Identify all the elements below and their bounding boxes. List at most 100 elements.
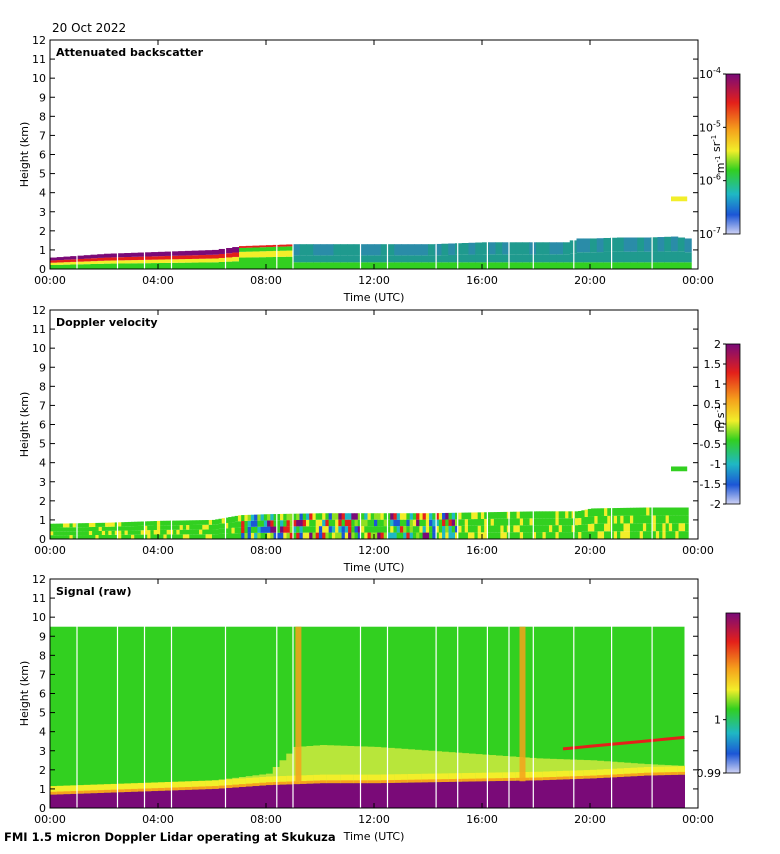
velocity-cell [134,521,138,527]
velocity-cell [75,527,80,532]
velocity-cell [613,508,618,516]
velocity-cell [581,510,585,518]
backscatter-cell [441,243,449,256]
backscatter-cell [488,262,496,269]
backscatter-cell [360,262,368,269]
backscatter-cell [97,257,105,261]
backscatter-cell [63,256,71,260]
velocity-cell [195,524,200,530]
velocity-cell [231,522,236,528]
backscatter-cell [110,257,118,261]
velocity-cell [536,525,540,533]
backscatter-cell [448,243,456,255]
velocity-cell [309,526,313,533]
velocity-cell [386,532,391,539]
velocity-cell [124,534,129,539]
velocity-cell [254,520,258,527]
velocity-cell [480,525,485,533]
velocity-cell [241,527,245,534]
signal-band [117,783,125,793]
velocity-cell [59,523,64,528]
velocity-cell [652,531,657,539]
velocity-cell [448,519,453,526]
velocity-cell [678,515,683,524]
backscatter-cell [205,254,213,259]
signal-band [495,772,503,782]
signal-band [218,785,226,789]
velocity-cell [312,526,317,533]
velocity-cell [118,534,122,539]
velocity-cell [62,527,67,532]
velocity-cell [458,519,462,526]
velocity-cell [675,507,679,516]
velocity-cell [186,534,190,539]
backscatter-cell [299,262,307,269]
signal-band [502,772,510,781]
strong-signal [353,783,361,808]
strong-signal [482,781,490,808]
velocity-cell [383,519,388,527]
velocity-cell [228,522,232,529]
signal-band [380,747,388,784]
backscatter-cell [191,262,199,269]
velocity-cell [396,532,401,539]
colorbar-tick-label: 0 [714,418,721,431]
velocity-cell [88,531,93,536]
signal-band [428,779,436,783]
strong-signal [158,790,166,808]
y-tick-label: 11 [32,592,46,605]
strong-signal [671,774,679,808]
velocity-cell [318,513,323,520]
velocity-cell [50,535,54,539]
velocity-cell [484,512,488,519]
velocity-cell [231,527,236,534]
signal-band [637,773,645,776]
backscatter-cell [137,263,145,269]
signal-band [448,773,456,782]
velocity-cell [131,534,135,539]
velocity-cell [617,523,621,532]
backscatter-cell [306,255,314,263]
velocity-cell [331,532,336,539]
velocity-cell [143,530,148,535]
velocity-cell [519,532,524,539]
velocity-cell [241,521,245,528]
velocity-cell [66,523,70,528]
velocity-cell [403,519,407,527]
velocity-cell [626,507,631,516]
velocity-cell [493,512,498,519]
velocity-cell [257,532,261,539]
velocity-cell [438,519,443,527]
signal-band [245,777,253,787]
backscatter-cell [313,244,321,256]
strong-signal [644,775,652,808]
backscatter-cell [83,261,91,265]
velocity-cell [338,526,342,533]
velocity-cell [493,525,498,533]
velocity-cell [448,525,453,533]
strong-signal [239,787,247,808]
velocity-cell [626,531,631,539]
velocity-cell [192,534,197,539]
backscatter-cell [286,246,294,251]
velocity-cell [552,518,556,526]
velocity-cell [678,531,683,539]
velocity-cell [234,527,239,534]
backscatter-cell [110,263,118,269]
signal-band [279,776,287,785]
velocity-cell [668,523,673,532]
backscatter-cell [110,260,118,264]
velocity-cell [565,518,569,526]
backscatter-cell [407,255,415,263]
backscatter-cell [279,246,287,251]
signal-band [360,746,368,784]
y-tick-label: 1 [39,783,46,796]
velocity-cell [655,515,660,524]
colorbar-tick-label: 10-7 [699,226,721,241]
velocity-cell [513,511,517,519]
backscatter-cell [340,262,348,269]
velocity-cell [623,515,628,524]
velocity-cell [455,519,459,526]
velocity-cell [101,534,106,539]
velocity-cell [377,526,381,533]
